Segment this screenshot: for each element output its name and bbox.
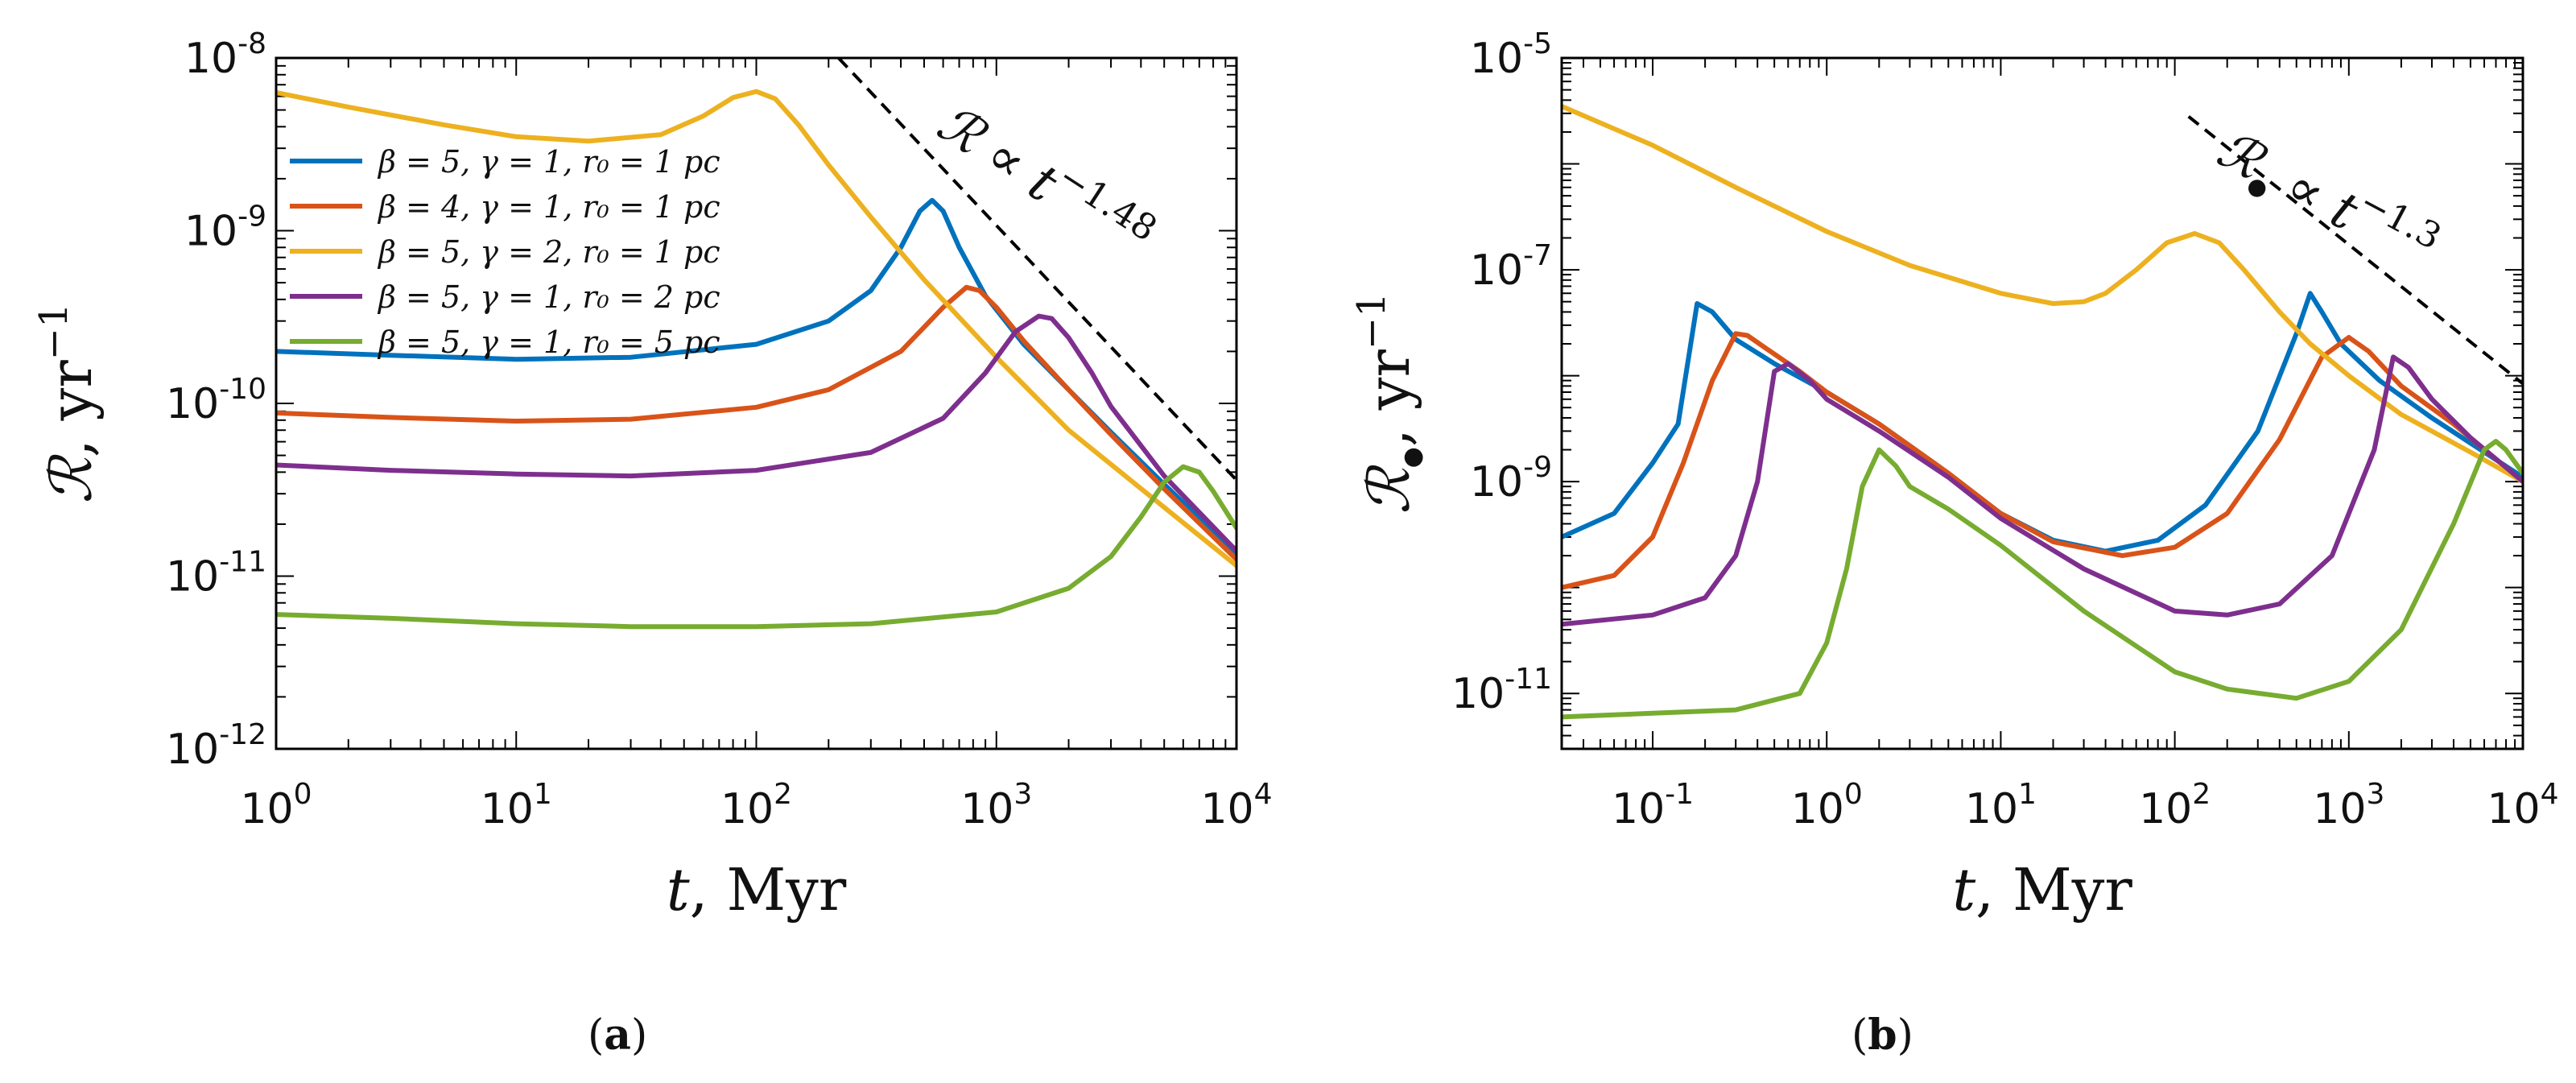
series-group bbox=[1562, 104, 2523, 720]
x-tick-label: 101 bbox=[1965, 778, 2037, 833]
series-line-3 bbox=[276, 89, 1236, 568]
chart-panel-a: 100 101 102 103 104 10-12 10-11 10-10 10-9 10-8 t,… bbox=[31, 27, 1273, 924]
x-tick-label: 104 bbox=[1200, 778, 1272, 833]
x-tick-label: 103 bbox=[2313, 778, 2384, 833]
y-tick-label: 10-9 bbox=[184, 200, 266, 256]
x-axis-label: t, Myr bbox=[667, 856, 847, 924]
legend-label: β = 5, γ = 1, r₀ = 2 pc bbox=[377, 279, 720, 315]
slope-annotation: ℛ● ∝ t−1.3 bbox=[2207, 111, 2448, 285]
x-tick-label: 100 bbox=[1791, 778, 1863, 833]
x-tick-label: 103 bbox=[960, 778, 1032, 833]
series-line-5 bbox=[1562, 439, 2523, 720]
x-tick-label: 104 bbox=[2487, 778, 2558, 833]
series-line-4 bbox=[1562, 354, 2523, 627]
legend-label: β = 5, γ = 1, r₀ = 5 pc bbox=[377, 324, 720, 360]
series-line-4 bbox=[276, 313, 1236, 554]
reference-slope-line bbox=[2187, 115, 2523, 386]
caption-a: (a) bbox=[588, 1011, 648, 1060]
series-line-2 bbox=[276, 284, 1236, 562]
series-group bbox=[276, 89, 1236, 630]
axes-frame bbox=[275, 56, 1238, 750]
y-tick-label: 10-8 bbox=[184, 27, 266, 83]
series-line-5 bbox=[276, 464, 1236, 630]
x-tick-label: 101 bbox=[481, 778, 552, 833]
y-tick-label: 10-11 bbox=[166, 546, 266, 601]
y-tick-label: 10-7 bbox=[1470, 239, 1552, 295]
x-axis-label: t, Myr bbox=[1952, 856, 2132, 924]
legend-label: β = 5, γ = 1, r₀ = 1 pc bbox=[377, 144, 720, 180]
x-tick-label: 100 bbox=[240, 778, 312, 833]
chart-panel-b: 10-1 100 101 102 103 104 10-11 10-9 10-7 10-5 t, M… bbox=[1349, 27, 2559, 924]
x-tick-label: 102 bbox=[720, 778, 792, 833]
caption-b: (b) bbox=[1852, 1011, 1913, 1060]
legend-label: β = 4, γ = 1, r₀ = 1 pc bbox=[377, 189, 720, 225]
reference-slope-line bbox=[837, 58, 1236, 482]
series-line-3 bbox=[1562, 104, 2523, 485]
y-axis-label: ℛ●, yr−1 bbox=[1349, 292, 1426, 514]
axes-frame bbox=[1560, 56, 2524, 750]
slope-annotation: ℛ ∝ t−1.48 bbox=[927, 85, 1164, 273]
y-tick-label: 10-11 bbox=[1451, 663, 1552, 718]
y-axis-label: ℛ, yr−1 bbox=[31, 303, 105, 503]
legend: β = 5, γ = 1, r₀ = 1 pc β = 4, γ = 1, r₀ … bbox=[290, 144, 720, 360]
y-tick-label: 10-10 bbox=[166, 373, 266, 428]
minor-ticks bbox=[276, 58, 1236, 749]
y-tick-label: 10-9 bbox=[1470, 451, 1552, 506]
legend-label: β = 5, γ = 2, r₀ = 1 pc bbox=[377, 234, 720, 270]
y-tick-label: 10-5 bbox=[1470, 27, 1552, 83]
series-line-2 bbox=[1562, 331, 2523, 590]
x-tick-label: 102 bbox=[2139, 778, 2211, 833]
x-tick-label: 10-1 bbox=[1612, 778, 1694, 833]
y-tick-label: 10-12 bbox=[166, 718, 266, 774]
